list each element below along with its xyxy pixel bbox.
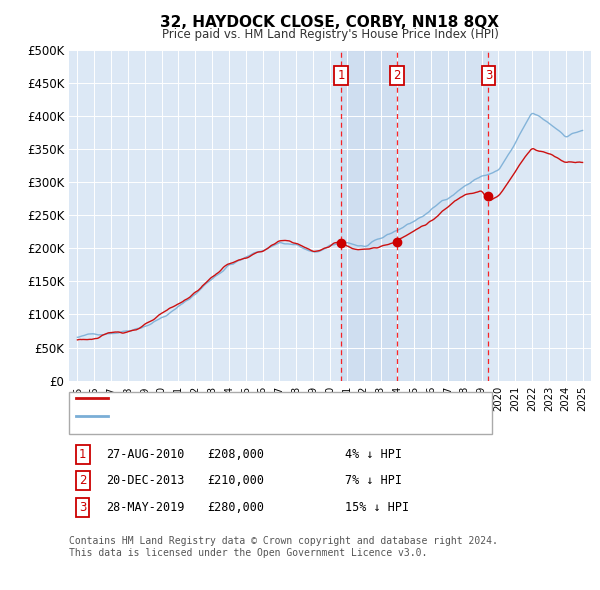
- Text: Contains HM Land Registry data © Crown copyright and database right 2024.
This d: Contains HM Land Registry data © Crown c…: [69, 536, 498, 558]
- Text: 20-DEC-2013: 20-DEC-2013: [106, 474, 185, 487]
- Text: 3: 3: [79, 501, 86, 514]
- Text: Price paid vs. HM Land Registry's House Price Index (HPI): Price paid vs. HM Land Registry's House …: [161, 28, 499, 41]
- Bar: [397, 50, 488, 381]
- Bar: [341, 50, 397, 381]
- Text: 32, HAYDOCK CLOSE, CORBY, NN18 8QX (detached house): 32, HAYDOCK CLOSE, CORBY, NN18 8QX (deta…: [114, 393, 441, 402]
- Text: 4% ↓ HPI: 4% ↓ HPI: [345, 448, 402, 461]
- Text: 32, HAYDOCK CLOSE, CORBY, NN18 8QX: 32, HAYDOCK CLOSE, CORBY, NN18 8QX: [161, 15, 499, 30]
- Text: £210,000: £210,000: [207, 474, 264, 487]
- Text: HPI: Average price, detached house, North Northamptonshire: HPI: Average price, detached house, Nort…: [114, 411, 457, 421]
- Text: 2: 2: [79, 474, 86, 487]
- Text: 27-AUG-2010: 27-AUG-2010: [106, 448, 185, 461]
- Text: 2: 2: [393, 69, 401, 82]
- Text: 28-MAY-2019: 28-MAY-2019: [106, 501, 185, 514]
- Text: £280,000: £280,000: [207, 501, 264, 514]
- Text: 15% ↓ HPI: 15% ↓ HPI: [345, 501, 409, 514]
- Text: 1: 1: [337, 69, 344, 82]
- Text: 7% ↓ HPI: 7% ↓ HPI: [345, 474, 402, 487]
- Text: 1: 1: [79, 448, 86, 461]
- Text: 3: 3: [485, 69, 492, 82]
- Text: £208,000: £208,000: [207, 448, 264, 461]
